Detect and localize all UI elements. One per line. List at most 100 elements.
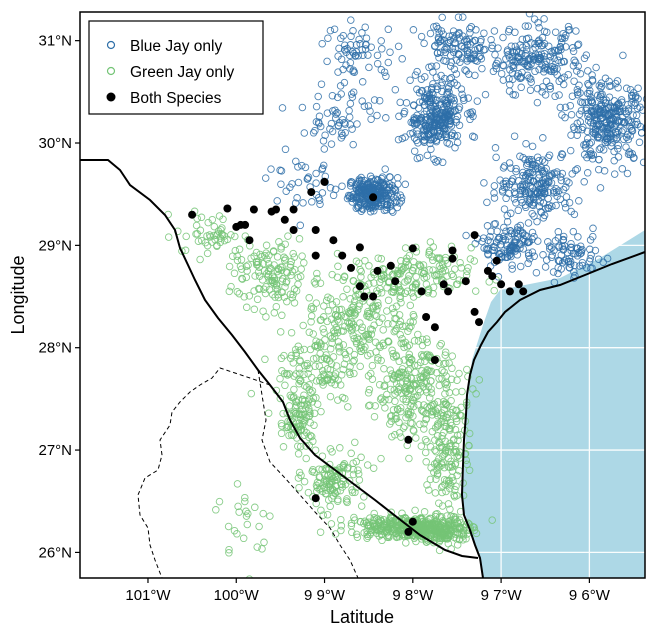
green-jay-point [277, 419, 286, 428]
both-species-point-27 [422, 313, 431, 321]
blue-jay-point [644, 122, 645, 128]
green-jay-point [277, 288, 286, 296]
green-jay-point [403, 343, 412, 351]
blue-jay-point [499, 61, 507, 69]
green-jay-point [370, 279, 378, 287]
green-jay-point [373, 306, 381, 314]
mexico-state-boundary [137, 367, 271, 578]
blue-jay-point [478, 64, 486, 73]
green-jay-point [316, 349, 324, 358]
green-jay-point [409, 310, 418, 319]
green-jay-point [372, 348, 380, 356]
green-jay-point [295, 235, 304, 243]
green-jay-point [328, 375, 337, 384]
green-jay-point [244, 261, 252, 269]
green-jay-point [262, 283, 270, 291]
blue-jay-points [261, 12, 645, 287]
blue-jay-point [552, 201, 560, 210]
blue-jay-point [430, 134, 439, 142]
green-jay-point [300, 391, 308, 399]
blue-jay-point [335, 44, 343, 53]
green-jay-point [376, 343, 384, 351]
blue-jay-point [601, 74, 610, 83]
green-jay-point [377, 272, 386, 281]
blue-jay-point [429, 68, 437, 76]
green-jay-point [197, 213, 206, 222]
green-jay-point [403, 287, 412, 295]
blue-jay-point [506, 80, 514, 89]
blue-jay-point [591, 246, 600, 255]
green-jay-point [411, 506, 419, 515]
green-jay-point [420, 508, 429, 516]
green-jay-point [316, 528, 325, 536]
blue-jay-point [490, 27, 499, 35]
blue-jay-point [311, 126, 319, 135]
blue-jay-point [541, 63, 549, 72]
green-jay-point [312, 481, 321, 490]
blue-jay-point [613, 133, 621, 142]
green-jay-point [286, 263, 294, 272]
green-jay-point [324, 375, 332, 384]
blue-jay-point [386, 48, 394, 56]
blue-jay-point [569, 47, 578, 56]
green-jay-point [438, 488, 446, 497]
blue-jay-point [607, 82, 615, 90]
blue-jay-point [588, 76, 597, 84]
blue-jay-point [536, 53, 545, 62]
green-jay-point [463, 267, 471, 276]
green-jay-point [364, 402, 373, 410]
green-jay-point [294, 450, 303, 458]
green-jay-point [401, 278, 409, 286]
green-jay-point [294, 442, 302, 450]
green-jay-point [435, 532, 444, 541]
blue-jay-point [595, 125, 604, 134]
blue-jay-point [299, 199, 307, 207]
green-jay-point [383, 390, 391, 399]
green-jay-point [225, 262, 234, 271]
blue-jay-point [507, 246, 515, 255]
blue-jay-point [426, 136, 435, 144]
green-jay-point [392, 302, 401, 310]
green-jay-point [423, 481, 431, 489]
green-jay-point [396, 407, 405, 416]
blue-jay-point [447, 96, 456, 104]
green-jay-point [194, 237, 203, 245]
green-jay-point [366, 349, 375, 358]
blue-jay-point [324, 34, 332, 42]
green-jay-point [235, 245, 244, 254]
blue-jay-point [559, 232, 568, 241]
blue-jay-point [499, 76, 508, 84]
green-jay-point [305, 385, 314, 394]
blue-jay-point [301, 163, 310, 172]
blue-jay-point [312, 118, 321, 126]
green-jay-point [391, 397, 399, 406]
blue-jay-point [556, 173, 565, 181]
green-jay-point [333, 316, 342, 324]
green-jay-point [320, 471, 329, 479]
green-jay-point [399, 424, 408, 432]
green-jay-point [374, 516, 383, 525]
green-jay-point [397, 389, 406, 397]
blue-jay-point [628, 91, 636, 99]
blue-jay-point [502, 55, 510, 63]
blue-jay-point [429, 80, 437, 88]
green-jay-point [425, 486, 433, 494]
blue-jay-point [431, 102, 440, 111]
blue-jay-point [577, 98, 585, 106]
green-jay-point [406, 301, 415, 310]
coastline [460, 251, 645, 578]
both-species-point-22 [373, 266, 382, 275]
green-jay-point [466, 255, 475, 263]
green-jay-point [446, 505, 454, 513]
green-jay-point [304, 488, 313, 497]
green-jay-point [193, 214, 201, 223]
blue-jay-point [338, 182, 346, 190]
green-jay-point [391, 371, 399, 380]
blue-jay-point [340, 46, 349, 54]
green-jay-point [289, 249, 297, 258]
blue-jay-point [508, 62, 516, 70]
blue-jay-point [346, 41, 355, 49]
blue-jay-point [530, 252, 538, 261]
green-jay-point [254, 268, 263, 276]
green-jay-point [197, 236, 206, 245]
